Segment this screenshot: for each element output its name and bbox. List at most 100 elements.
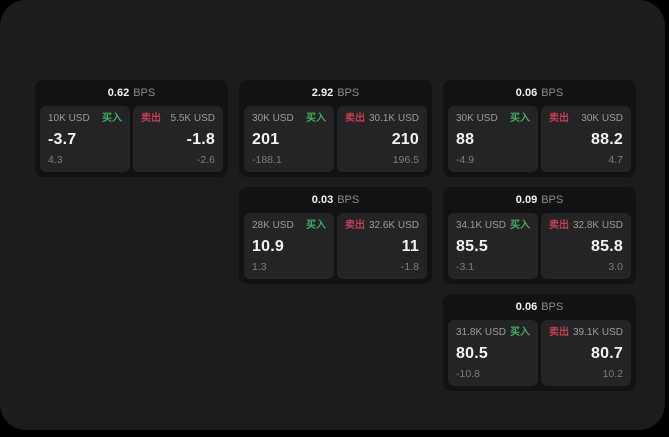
sell-tile[interactable]: 卖出 5.5K USD -1.8 -2.6 <box>133 106 223 172</box>
buy-delta: 4.3 <box>48 154 63 166</box>
quote-card[interactable]: 0.62 BPS 10K USD 买入 -3.7 4.3 卖出 5.5K USD… <box>35 80 228 177</box>
buy-delta: -188.1 <box>252 154 282 166</box>
buy-tag[interactable]: 买入 <box>102 113 122 124</box>
bps-value: 0.03 <box>311 194 334 206</box>
buy-amount: 30K USD <box>252 113 294 124</box>
buy-price: 10.9 <box>252 237 284 255</box>
card-header: 0.06 BPS <box>443 80 636 106</box>
sell-delta: 3.0 <box>608 261 623 273</box>
bps-value: 0.06 <box>515 87 538 99</box>
sell-tile-top-row: 卖出 5.5K USD <box>141 113 215 125</box>
buy-tile-top-row: 31.8K USD 买入 <box>456 327 530 339</box>
card-body: 30K USD 买入 201 -188.1 卖出 30.1K USD 210 1… <box>239 106 432 177</box>
card-body: 30K USD 买入 88 -4.9 卖出 30K USD 88.2 4.7 <box>443 106 636 177</box>
quote-card[interactable]: 2.92 BPS 30K USD 买入 201 -188.1 卖出 30.1K … <box>239 80 432 177</box>
buy-tag[interactable]: 买入 <box>306 220 326 231</box>
buy-tag[interactable]: 买入 <box>510 113 530 124</box>
sell-tag[interactable]: 卖出 <box>345 220 365 231</box>
sell-price: -1.8 <box>186 130 215 148</box>
card-body: 10K USD 买入 -3.7 4.3 卖出 5.5K USD -1.8 -2.… <box>35 106 228 177</box>
quote-card[interactable]: 0.06 BPS 30K USD 买入 88 -4.9 卖出 30K USD 8… <box>443 80 636 177</box>
sell-amount: 30K USD <box>581 113 623 124</box>
card-header: 0.09 BPS <box>443 187 636 213</box>
buy-delta: -10.8 <box>456 368 480 380</box>
sell-delta: 4.7 <box>608 154 623 166</box>
buy-amount: 34.1K USD <box>456 220 507 231</box>
bps-suffix-label: BPS <box>541 301 564 313</box>
sell-amount: 39.1K USD <box>572 327 623 338</box>
buy-amount: 10K USD <box>48 113 90 124</box>
sell-amount: 5.5K USD <box>170 113 215 124</box>
buy-delta: 1.3 <box>252 261 267 273</box>
card-header: 0.03 BPS <box>239 187 432 213</box>
sell-price: 80.7 <box>591 344 623 362</box>
sell-price: 85.8 <box>591 237 623 255</box>
bps-value: 0.09 <box>515 194 538 206</box>
buy-tile-top-row: 30K USD 买入 <box>252 113 326 125</box>
buy-price: 85.5 <box>456 237 488 255</box>
buy-tile[interactable]: 28K USD 买入 10.9 1.3 <box>244 213 334 279</box>
sell-delta: -1.8 <box>400 261 419 273</box>
sell-tag[interactable]: 卖出 <box>345 113 365 124</box>
card-header: 2.92 BPS <box>239 80 432 106</box>
sell-tile[interactable]: 卖出 30K USD 88.2 4.7 <box>541 106 631 172</box>
sell-tag[interactable]: 卖出 <box>141 113 161 124</box>
quote-card[interactable]: 0.06 BPS 31.8K USD 买入 80.5 -10.8 卖出 39.1… <box>443 294 636 391</box>
sell-tile[interactable]: 卖出 32.8K USD 85.8 3.0 <box>541 213 631 279</box>
sell-price: 88.2 <box>591 130 623 148</box>
buy-tile[interactable]: 31.8K USD 买入 80.5 -10.8 <box>448 320 538 386</box>
sell-tile[interactable]: 卖出 39.1K USD 80.7 10.2 <box>541 320 631 386</box>
buy-price: -3.7 <box>48 130 77 148</box>
buy-amount: 30K USD <box>456 113 498 124</box>
buy-delta: -3.1 <box>456 261 475 273</box>
buy-tile[interactable]: 10K USD 买入 -3.7 4.3 <box>40 106 130 172</box>
buy-delta: -4.9 <box>456 154 475 166</box>
sell-delta: 10.2 <box>602 368 623 380</box>
main-panel: 0.62 BPS 10K USD 买入 -3.7 4.3 卖出 5.5K USD… <box>0 0 665 430</box>
card-header: 0.06 BPS <box>443 294 636 320</box>
quote-card[interactable]: 0.09 BPS 34.1K USD 买入 85.5 -3.1 卖出 32.8K… <box>443 187 636 284</box>
bps-suffix-label: BPS <box>541 194 564 206</box>
sell-tile-top-row: 卖出 30K USD <box>549 113 623 125</box>
card-body: 34.1K USD 买入 85.5 -3.1 卖出 32.8K USD 85.8… <box>443 213 636 284</box>
sell-tile-top-row: 卖出 39.1K USD <box>549 327 623 339</box>
sell-price: 210 <box>391 130 419 148</box>
card-header: 0.62 BPS <box>35 80 228 106</box>
buy-tag[interactable]: 买入 <box>510 327 530 338</box>
bps-suffix-label: BPS <box>337 194 360 206</box>
sell-amount: 32.8K USD <box>572 220 623 231</box>
sell-tag[interactable]: 卖出 <box>549 327 569 338</box>
sell-tile-top-row: 卖出 32.8K USD <box>549 220 623 232</box>
bps-value: 0.62 <box>107 87 130 99</box>
sell-amount: 32.6K USD <box>368 220 419 231</box>
buy-price: 80.5 <box>456 344 488 362</box>
sell-amount: 30.1K USD <box>368 113 419 124</box>
bps-value: 2.92 <box>311 87 334 99</box>
buy-amount: 31.8K USD <box>456 327 507 338</box>
bps-suffix-label: BPS <box>541 87 564 99</box>
buy-price: 201 <box>252 130 280 148</box>
quote-card[interactable]: 0.03 BPS 28K USD 买入 10.9 1.3 卖出 32.6K US… <box>239 187 432 284</box>
buy-price: 88 <box>456 130 475 148</box>
buy-tile[interactable]: 30K USD 买入 201 -188.1 <box>244 106 334 172</box>
sell-tile[interactable]: 卖出 32.6K USD 11 -1.8 <box>337 213 427 279</box>
buy-amount: 28K USD <box>252 220 294 231</box>
bps-suffix-label: BPS <box>133 87 156 99</box>
sell-tile-top-row: 卖出 30.1K USD <box>345 113 419 125</box>
sell-tag[interactable]: 卖出 <box>549 113 569 124</box>
card-body: 31.8K USD 买入 80.5 -10.8 卖出 39.1K USD 80.… <box>443 320 636 391</box>
sell-delta: -2.6 <box>196 154 215 166</box>
buy-tile[interactable]: 30K USD 买入 88 -4.9 <box>448 106 538 172</box>
buy-tag[interactable]: 买入 <box>306 113 326 124</box>
buy-tile-top-row: 28K USD 买入 <box>252 220 326 232</box>
buy-tile[interactable]: 34.1K USD 买入 85.5 -3.1 <box>448 213 538 279</box>
sell-tag[interactable]: 卖出 <box>549 220 569 231</box>
buy-tile-top-row: 10K USD 买入 <box>48 113 122 125</box>
bps-suffix-label: BPS <box>337 87 360 99</box>
sell-tile[interactable]: 卖出 30.1K USD 210 196.5 <box>337 106 427 172</box>
buy-tile-top-row: 34.1K USD 买入 <box>456 220 530 232</box>
bps-value: 0.06 <box>515 301 538 313</box>
buy-tag[interactable]: 买入 <box>510 220 530 231</box>
card-body: 28K USD 买入 10.9 1.3 卖出 32.6K USD 11 -1.8 <box>239 213 432 284</box>
sell-tile-top-row: 卖出 32.6K USD <box>345 220 419 232</box>
